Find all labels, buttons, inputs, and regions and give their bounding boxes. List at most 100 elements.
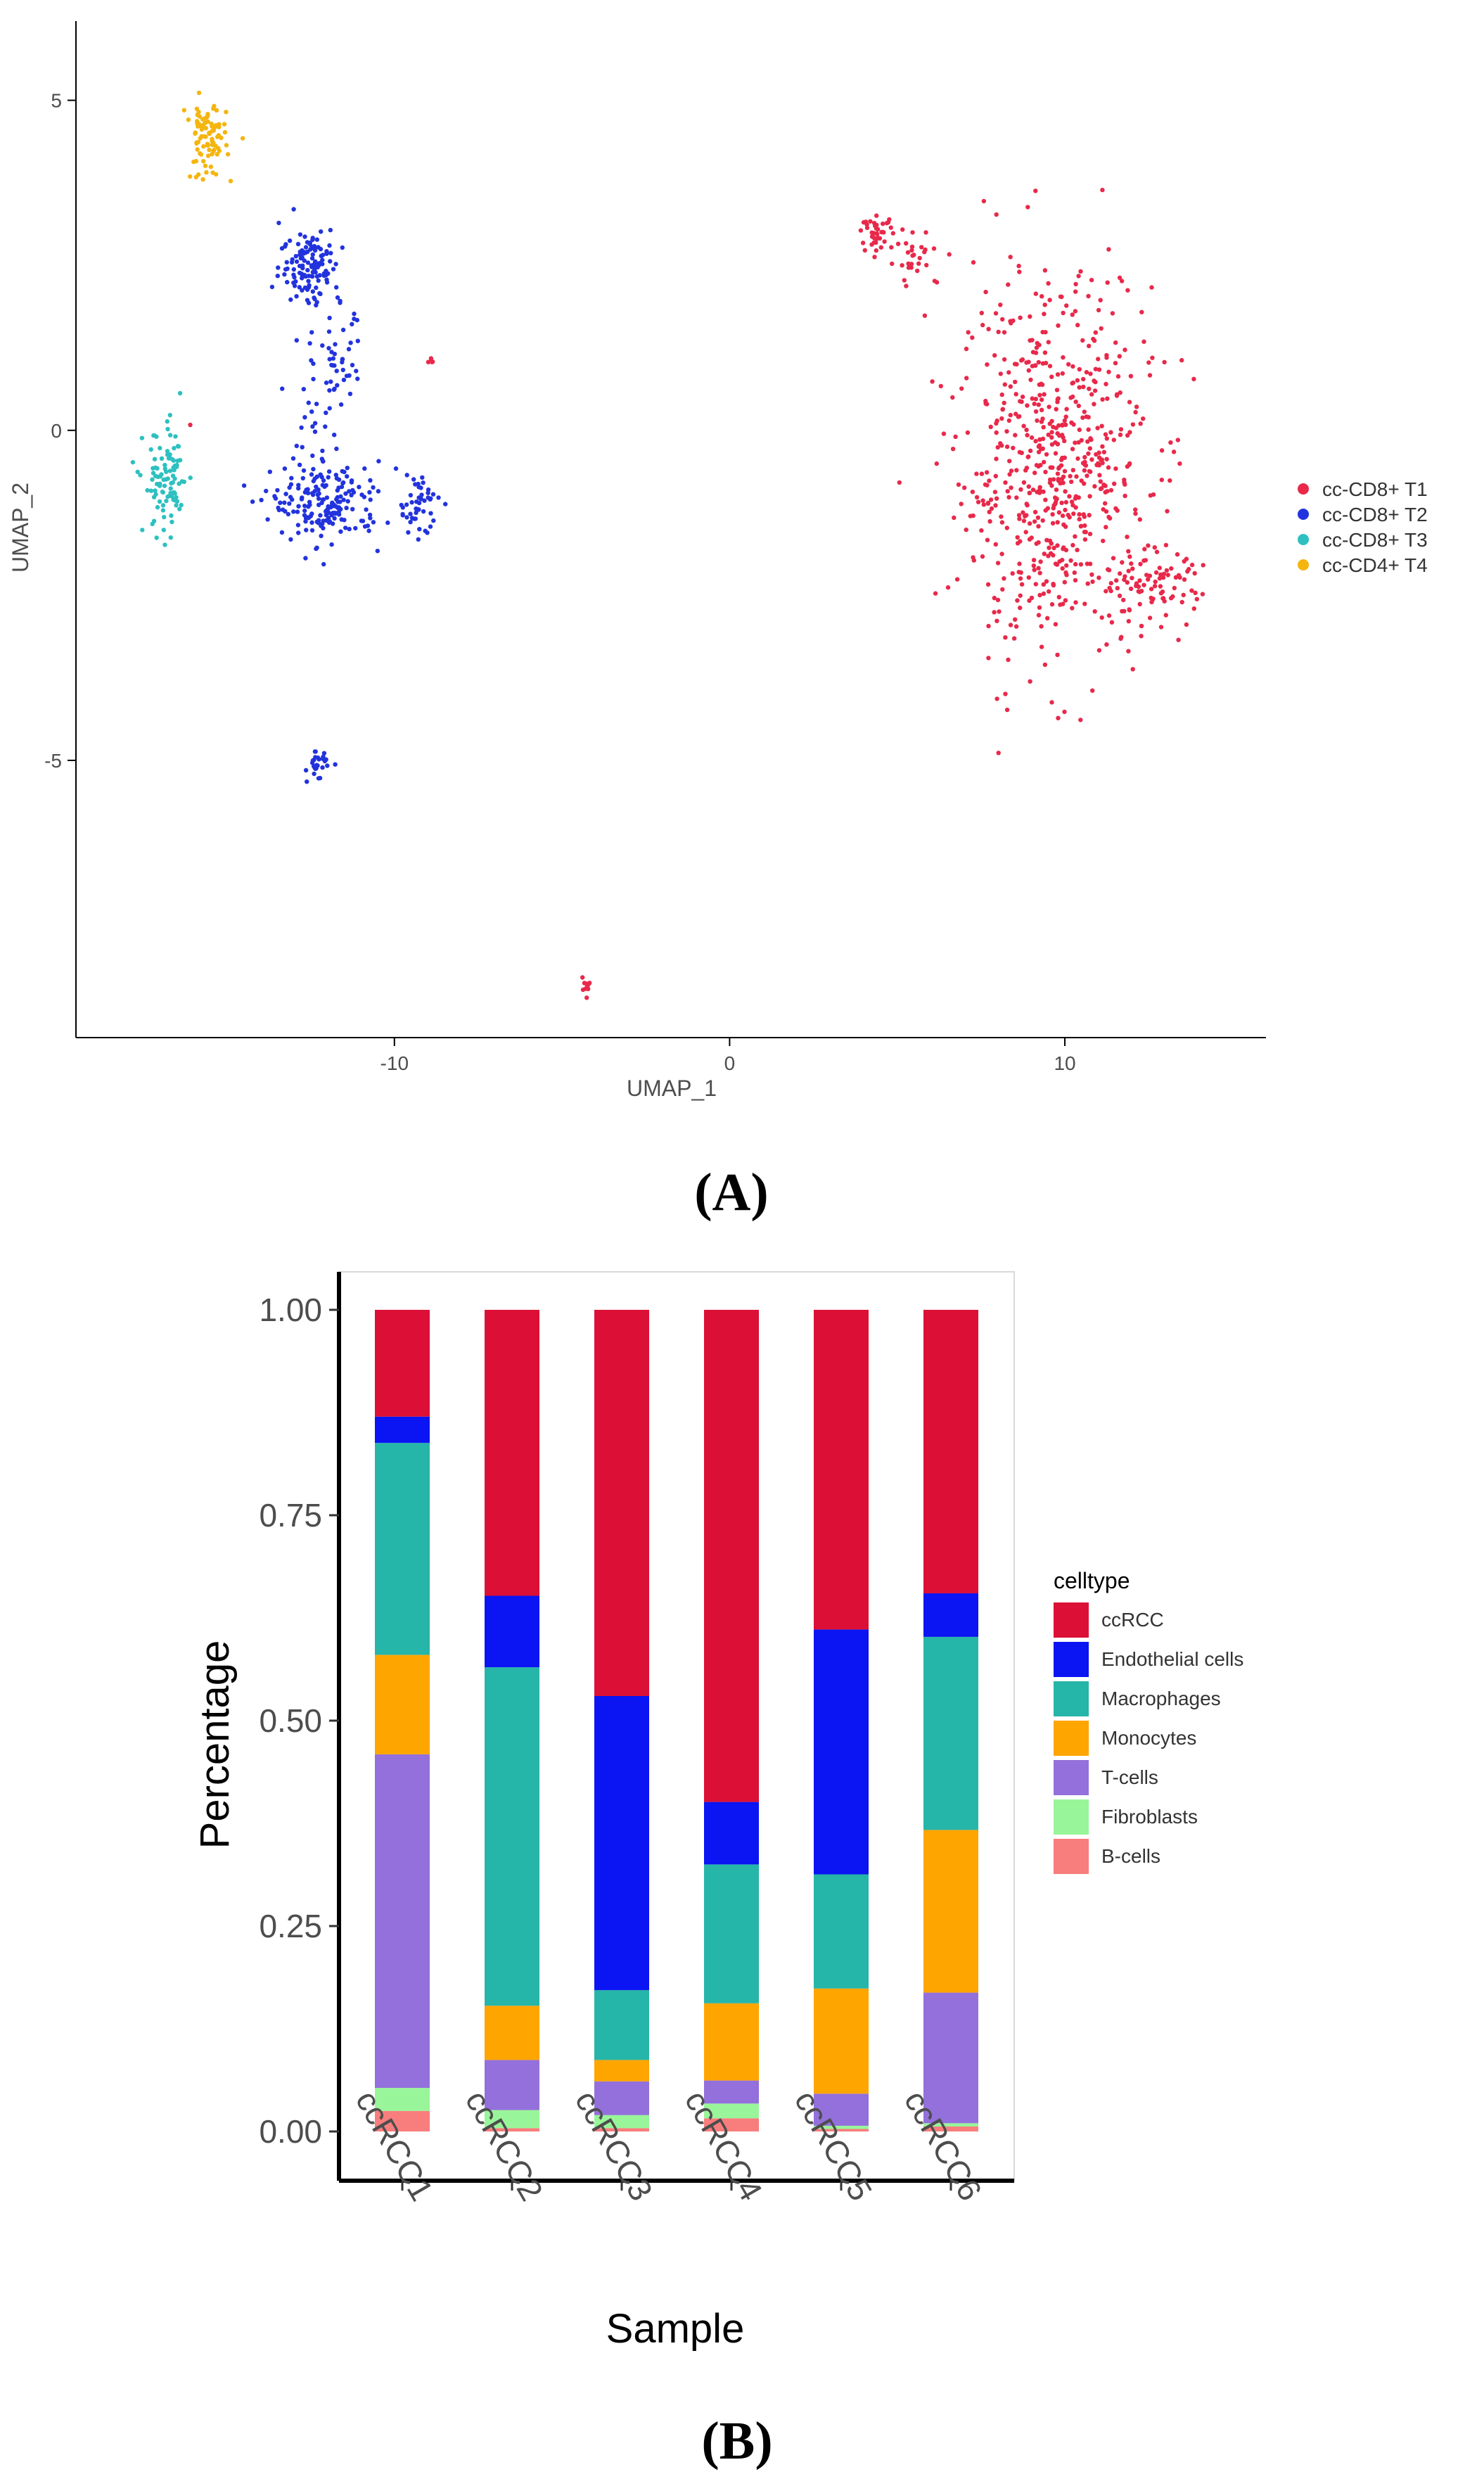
- bar-segment-macrophages: [814, 1874, 869, 1989]
- umap-point: [1077, 427, 1082, 433]
- umap-point: [282, 272, 287, 277]
- umap-point: [1033, 582, 1039, 587]
- umap-point: [1130, 667, 1135, 672]
- umap-point: [871, 235, 876, 241]
- umap-point: [1089, 437, 1094, 442]
- umap-point: [285, 266, 290, 272]
- umap-point: [1134, 404, 1139, 409]
- umap-point: [1158, 572, 1163, 578]
- umap-point: [1185, 569, 1190, 574]
- umap-point: [304, 528, 309, 533]
- umap-point: [1015, 535, 1020, 540]
- umap-point: [1082, 601, 1087, 606]
- umap-point: [1049, 435, 1054, 440]
- umap-point: [1108, 588, 1113, 594]
- umap-point: [933, 591, 938, 596]
- umap-point: [324, 277, 329, 282]
- umap-point: [1030, 487, 1036, 492]
- umap-point: [188, 422, 193, 428]
- umap-point: [1062, 709, 1067, 715]
- umap-point: [299, 497, 305, 502]
- umap-point: [310, 289, 315, 294]
- umap-point: [264, 488, 269, 494]
- umap-point: [1073, 578, 1078, 583]
- umap-point: [1133, 409, 1138, 415]
- umap-point: [409, 499, 414, 505]
- umap-point: [1043, 330, 1048, 335]
- umap-point: [1018, 487, 1023, 492]
- umap-point: [1168, 478, 1172, 483]
- umap-point: [906, 261, 911, 266]
- umap-point: [1008, 384, 1013, 389]
- umap-point: [1008, 255, 1013, 260]
- umap-point: [1032, 509, 1038, 515]
- umap-point: [1113, 466, 1118, 471]
- umap-point: [1055, 442, 1061, 447]
- umap-point: [345, 466, 350, 471]
- umap-point: [889, 245, 894, 250]
- umap-point: [1176, 637, 1181, 642]
- umap-point: [1106, 568, 1112, 573]
- umap-point: [1073, 534, 1077, 539]
- umap-point: [1130, 566, 1135, 571]
- umap-point: [979, 310, 985, 316]
- umap-point: [1011, 445, 1016, 450]
- umap-point: [165, 476, 170, 481]
- umap-point: [340, 367, 345, 373]
- umap-point: [420, 475, 425, 480]
- umap-point: [165, 419, 169, 424]
- umap-point: [1128, 374, 1134, 378]
- umap-point: [1039, 624, 1044, 629]
- umap-point: [204, 170, 209, 175]
- umap-point: [1096, 648, 1102, 653]
- umap-point: [324, 272, 328, 278]
- umap-series-cc-cd8-t3: [130, 390, 193, 547]
- umap-point: [321, 478, 326, 483]
- umap-point: [1090, 688, 1095, 693]
- umap-point: [207, 147, 212, 153]
- umap-point: [303, 767, 309, 773]
- umap-point: [158, 474, 162, 479]
- umap-point: [1037, 393, 1042, 397]
- umap-point: [1139, 310, 1144, 314]
- umap-point: [1047, 545, 1051, 550]
- umap-point: [1042, 350, 1048, 355]
- umap-point: [1032, 519, 1037, 524]
- umap-point: [161, 477, 166, 483]
- umap-point: [1004, 444, 1010, 450]
- umap-point: [323, 424, 328, 429]
- umap-point: [987, 478, 992, 483]
- umap-point: [347, 489, 352, 494]
- umap-point: [417, 527, 422, 532]
- umap-point: [1169, 566, 1174, 571]
- umap-point: [1122, 493, 1127, 499]
- umap-point: [354, 317, 359, 323]
- umap-point: [970, 490, 976, 495]
- umap-point: [1032, 401, 1037, 407]
- umap-point: [1077, 385, 1082, 390]
- umap-point: [168, 486, 173, 491]
- umap-point: [228, 179, 234, 184]
- umap-point: [314, 285, 319, 291]
- bar-segment-monocytes: [375, 1655, 430, 1754]
- umap-x-tick-label: -10: [380, 1052, 409, 1074]
- umap-point: [1051, 477, 1056, 482]
- umap-point: [368, 516, 373, 521]
- umap-point: [314, 545, 319, 550]
- umap-point: [309, 528, 315, 533]
- umap-point: [328, 379, 333, 384]
- umap-point: [1013, 433, 1018, 438]
- umap-point: [207, 132, 212, 136]
- umap-point: [1031, 563, 1037, 568]
- umap-point: [895, 241, 901, 246]
- umap-point: [310, 252, 315, 257]
- umap-point: [205, 141, 210, 146]
- umap-point: [302, 272, 307, 278]
- umap-point: [368, 497, 373, 502]
- umap-y-tick-label: 0: [51, 420, 62, 442]
- umap-point: [1018, 315, 1023, 320]
- umap-point: [418, 485, 423, 490]
- umap-point: [1099, 615, 1104, 620]
- umap-point: [161, 528, 166, 533]
- umap-point: [1089, 392, 1094, 397]
